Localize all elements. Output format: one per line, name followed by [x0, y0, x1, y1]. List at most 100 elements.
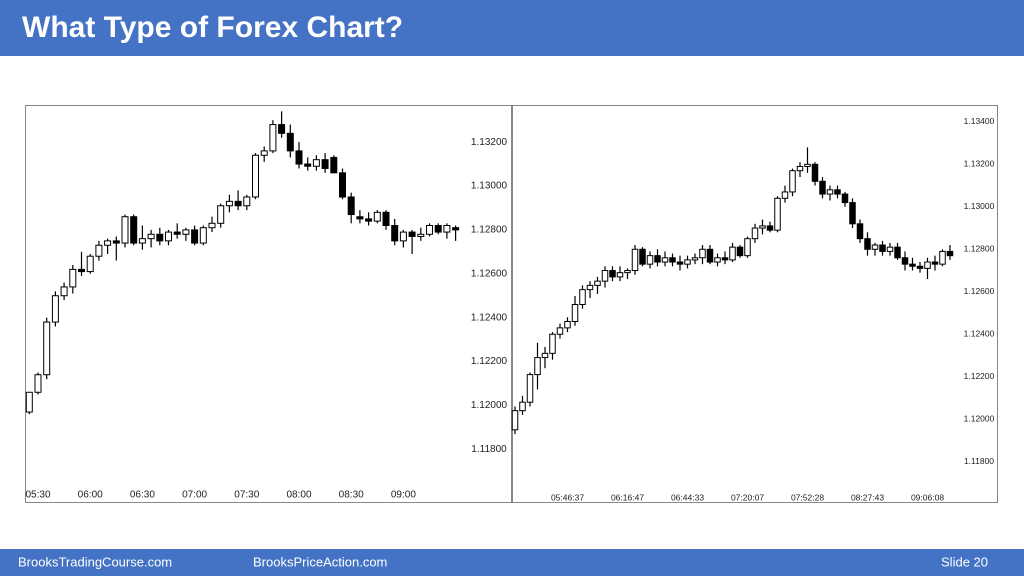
candle-body: [295, 150, 303, 165]
candle-body: [691, 257, 699, 261]
candle-body: [25, 391, 33, 413]
candle-body: [286, 132, 294, 152]
candle-body: [426, 225, 433, 235]
candle-body: [556, 327, 564, 335]
y-tick-label: 1.13200: [471, 137, 508, 148]
candle-body: [601, 270, 609, 282]
candle-body: [304, 163, 312, 167]
candle-body: [669, 257, 676, 263]
y-tick-label: 1.12600: [471, 268, 508, 279]
candle-body: [579, 289, 586, 305]
x-tick-label: 09:06:08: [911, 492, 944, 502]
x-tick-label: 06:30: [130, 490, 155, 501]
chart-panel: [25, 105, 512, 503]
candle-body: [34, 374, 42, 393]
candle-body: [639, 248, 646, 265]
candle-body: [631, 248, 639, 272]
slide-title: What Type of Forex Chart?: [22, 11, 403, 44]
y-tick-label: 1.13000: [471, 181, 508, 192]
candle-body: [879, 244, 886, 252]
candle-body: [269, 124, 277, 152]
x-tick-label: 05:46:37: [551, 492, 584, 502]
candle-body: [609, 270, 616, 278]
candle-body: [886, 246, 894, 252]
candle-body: [871, 244, 879, 250]
candle-body: [616, 272, 624, 278]
candle-body: [534, 357, 541, 376]
x-tick-label: 09:00: [391, 490, 416, 501]
candle-body: [811, 163, 819, 182]
y-tick-label: 1.13000: [964, 201, 995, 211]
x-tick-label: 08:30: [339, 490, 364, 501]
y-tick-label: 1.11800: [964, 456, 994, 466]
candle-body: [373, 211, 381, 222]
candle-body: [744, 238, 751, 257]
candle-body: [217, 205, 225, 224]
candle-body: [321, 159, 329, 169]
candle-body: [78, 268, 85, 273]
candle-body: [736, 246, 744, 257]
candle-body: [916, 265, 924, 269]
candle-body: [260, 150, 268, 156]
candle-body: [571, 304, 579, 322]
x-tick-label: 07:30: [234, 490, 259, 501]
candle-body: [399, 231, 407, 242]
candle-body: [243, 196, 251, 207]
candle-body: [841, 193, 849, 204]
candle-body: [729, 246, 736, 261]
candle-body: [849, 202, 856, 225]
x-tick-label: 07:00: [182, 490, 207, 501]
candle-body: [699, 248, 706, 259]
candle-body: [714, 257, 721, 263]
candle-body: [225, 200, 233, 207]
x-tick-label: 08:00: [286, 490, 311, 501]
candle-body: [721, 257, 729, 261]
candle-body: [864, 238, 871, 250]
candle-body: [819, 180, 826, 195]
candle-body: [199, 227, 207, 244]
candle-body: [347, 196, 355, 216]
candle-body: [564, 320, 571, 329]
candle-body: [112, 240, 120, 244]
candle-body: [549, 333, 556, 354]
candle-body: [452, 227, 460, 231]
y-tick-label: 1.12200: [471, 356, 508, 367]
y-tick-label: 1.12000: [471, 400, 508, 411]
x-tick-label: 05:30: [25, 490, 50, 501]
candle-body: [234, 200, 242, 207]
candle-body: [766, 225, 774, 231]
candle-body: [69, 268, 77, 288]
candle-body: [330, 156, 338, 174]
candle-body: [774, 197, 781, 231]
y-tick-label: 1.12000: [964, 413, 995, 423]
candle-body: [931, 261, 939, 265]
y-tick-label: 1.11800: [471, 444, 507, 455]
footer-bar: [0, 549, 1024, 576]
candle-body: [365, 218, 373, 222]
candle-body: [826, 189, 834, 195]
candle-body: [586, 284, 594, 291]
candle-body: [789, 170, 796, 193]
y-tick-label: 1.12800: [964, 244, 995, 254]
x-tick-label: 06:00: [78, 490, 103, 501]
y-tick-label: 1.12400: [964, 328, 995, 338]
candle-body: [86, 255, 94, 273]
x-tick-label: 07:20:07: [731, 492, 764, 502]
candle-body: [781, 191, 789, 199]
candle-body: [356, 216, 364, 220]
candle-body: [252, 154, 259, 198]
candle-body: [646, 255, 654, 265]
candle-body: [751, 227, 759, 240]
x-tick-label: 06:44:33: [671, 492, 704, 502]
candle-body: [60, 286, 68, 297]
candle-body: [417, 233, 425, 237]
y-tick-label: 1.12200: [964, 371, 995, 381]
candle-body: [519, 401, 526, 412]
candle-body: [939, 250, 946, 265]
y-tick-label: 1.12400: [471, 312, 508, 323]
candle-body: [434, 225, 442, 233]
candle-body: [706, 248, 714, 263]
candle-body: [51, 295, 59, 323]
candle-body: [834, 189, 841, 195]
candle-body: [138, 238, 146, 244]
